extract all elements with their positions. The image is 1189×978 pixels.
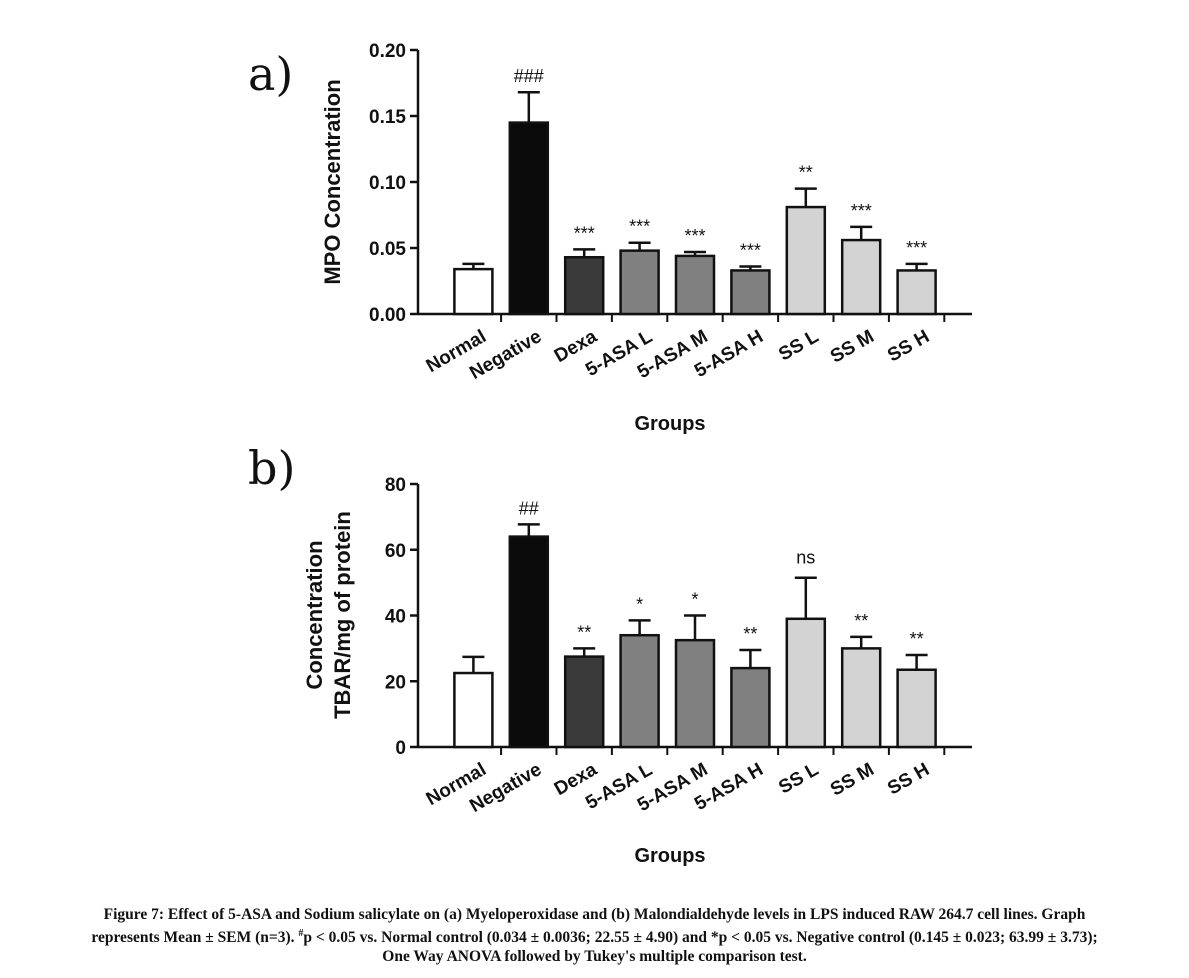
bar <box>840 238 882 316</box>
bar <box>563 255 605 316</box>
y-tick-label: 0 <box>395 738 406 759</box>
y-tick-label: 0.10 <box>369 173 406 194</box>
bar <box>453 267 494 316</box>
significance-label: ** <box>743 624 757 644</box>
y-tick-label: 0.20 <box>369 41 406 62</box>
y-tick-label: 0.05 <box>369 239 406 260</box>
significance-label: *** <box>684 226 705 246</box>
bar <box>785 205 827 316</box>
significance-label: ns <box>796 548 815 568</box>
significance-label: ** <box>577 622 591 642</box>
figure-canvas: a)0.000.050.100.150.20Normal###Negative*… <box>248 41 972 867</box>
y-tick-label: 0.00 <box>369 305 406 326</box>
y-axis-title: Concentration <box>302 540 327 689</box>
bar <box>563 655 605 749</box>
significance-label: *** <box>851 201 872 221</box>
bar <box>674 254 716 316</box>
bar <box>453 671 494 749</box>
figure-caption: Figure 7: Effect of 5-ASA and Sodium sal… <box>20 905 1169 966</box>
x-category-label: SS L <box>775 326 822 365</box>
panel-b-tbar-chart: b)020406080Normal##Negative**Dexa*5-ASA … <box>248 441 972 867</box>
bar <box>619 249 660 316</box>
bar <box>508 121 550 316</box>
significance-label: *** <box>740 240 761 260</box>
caption-line-3: One Way ANOVA followed by Tukey's multip… <box>382 948 807 966</box>
x-category-label: SS H <box>884 759 933 799</box>
y-tick-label: 40 <box>385 607 406 628</box>
significance-label: *** <box>906 238 927 258</box>
x-category-label: SS M <box>827 326 878 367</box>
x-axis-title: Groups <box>634 845 705 867</box>
significance-label: * <box>691 590 698 610</box>
x-category-label: SS L <box>775 759 822 798</box>
caption-line-2: represents Mean ± SEM (n=3). #p < 0.05 v… <box>20 924 1169 947</box>
significance-label: ** <box>910 629 924 649</box>
significance-label: ** <box>854 611 868 631</box>
significance-label: * <box>636 594 643 614</box>
panel-a-mpo-chart: a)0.000.050.100.150.20Normal###Negative*… <box>248 41 972 435</box>
y-axis-title: TBAR/mg of protein <box>330 511 355 719</box>
significance-label: ### <box>514 66 544 86</box>
panel-label: b) <box>248 441 295 495</box>
bar <box>730 269 771 316</box>
y-tick-label: 60 <box>385 541 406 562</box>
significance-label: ** <box>799 163 813 183</box>
y-tick-label: 0.15 <box>369 107 406 128</box>
bar <box>508 535 550 749</box>
x-category-label: SS M <box>827 759 878 800</box>
panel-label: a) <box>248 47 293 101</box>
x-axis-title: Groups <box>634 413 705 435</box>
bar <box>785 617 827 749</box>
caption-line-2-end: p < 0.05 vs. Normal control (0.034 ± 0.0… <box>303 929 1098 947</box>
bar <box>896 668 937 749</box>
significance-label: *** <box>629 217 650 237</box>
bar <box>730 666 771 749</box>
caption-line-2-start: represents Mean ± SEM (n=3). <box>91 929 299 947</box>
y-tick-label: 20 <box>385 672 406 693</box>
bar <box>674 638 716 749</box>
x-category-label: SS H <box>884 326 933 366</box>
caption-hash-superscript: # <box>298 928 304 939</box>
bar <box>896 269 937 316</box>
y-axis-title: MPO Concentration <box>320 79 345 284</box>
bar <box>619 633 660 749</box>
caption-line-1: Figure 7: Effect of 5-ASA and Sodium sal… <box>103 906 1086 923</box>
significance-label: *** <box>574 223 595 243</box>
bar <box>840 647 882 749</box>
significance-label: ## <box>519 498 539 518</box>
y-tick-label: 80 <box>385 475 406 496</box>
